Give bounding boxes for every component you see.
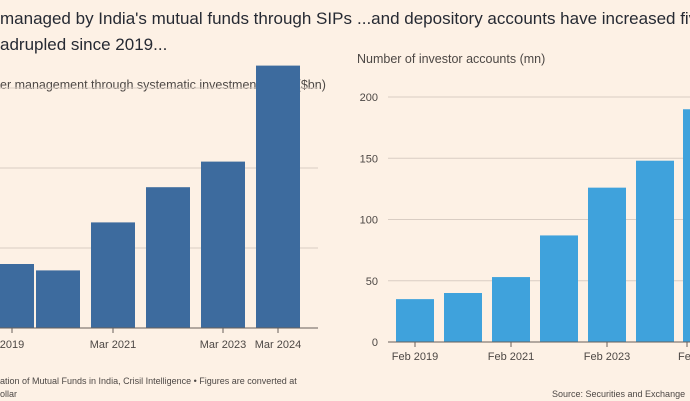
right-chart-source: Source: Securities and Exchange [552,389,686,399]
left-x-tick-label: Mar 2024 [255,339,301,351]
right-y-tick-label: 150 [360,153,378,165]
left-chart-source-line2: ollar [0,389,18,399]
left-bar-5 [256,65,300,328]
right-bar-2 [492,277,530,342]
right-bar-3 [540,235,578,342]
left-x-tick-label: 2019 [0,339,24,351]
left-chart-source-line1: ation of Mutual Funds in India, Crisil I… [0,376,297,386]
left-bar-0 [0,264,34,328]
right-chart-title: ...and depository accounts have increase… [357,9,690,28]
right-y-tick-label: 50 [366,276,378,288]
right-bar-0 [396,299,434,342]
right-bar-1 [444,293,482,342]
right-y-tick-label: 100 [360,215,378,227]
left-bar-1 [36,270,80,328]
left-x-tick-label: Mar 2023 [200,339,246,351]
left-x-tick-label: Mar 2021 [90,339,136,351]
right-y-tick-label: 0 [372,337,378,349]
right-x-tick-label: Feb 2021 [488,351,534,363]
left-bar-3 [146,187,190,328]
right-bar-4 [588,187,626,342]
right-y-tick-label: 200 [360,92,378,104]
left-chart-title-line2: adrupled since 2019... [0,35,168,54]
right-x-tick-label: Fe [678,351,690,363]
left-bar-4 [201,161,245,328]
left-bar-2 [91,222,135,328]
right-bar-5 [636,160,674,342]
right-bar-6 [683,109,690,342]
right-x-tick-label: Feb 2019 [392,351,438,363]
left-chart-title-line1: managed by India's mutual funds through … [0,9,352,28]
right-chart-subtitle: Number of investor accounts (mn) [357,52,546,66]
right-x-tick-label: Feb 2023 [584,351,630,363]
